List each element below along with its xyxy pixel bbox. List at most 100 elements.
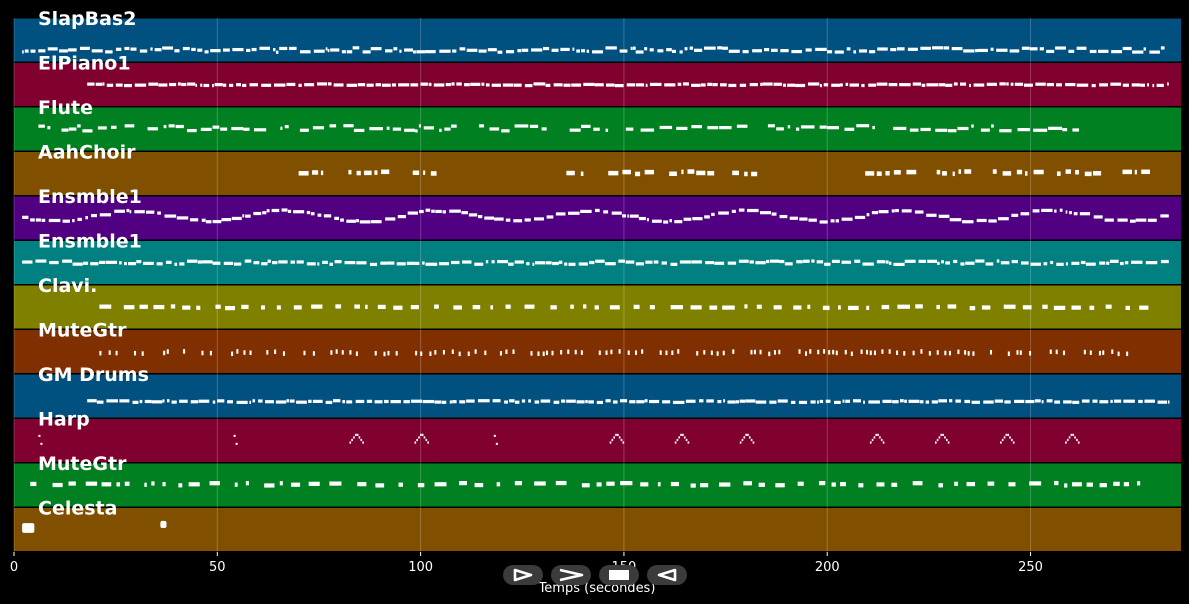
note (1089, 350, 1092, 355)
note (570, 304, 574, 309)
play-button[interactable] (503, 565, 543, 585)
note (611, 438, 614, 442)
note (1072, 400, 1080, 404)
note (969, 306, 976, 311)
note (132, 400, 139, 404)
stop-button[interactable] (599, 565, 639, 585)
note (1089, 305, 1095, 310)
note (1086, 482, 1093, 487)
forward-button[interactable] (551, 565, 591, 585)
note (876, 171, 882, 176)
note (903, 351, 906, 356)
note (947, 304, 957, 309)
note (481, 82, 485, 86)
note (386, 126, 390, 130)
note (1017, 128, 1030, 132)
note (833, 400, 841, 405)
note (1023, 83, 1033, 87)
note (1099, 261, 1106, 265)
note (537, 351, 540, 356)
note (1021, 46, 1030, 50)
note (1014, 82, 1024, 86)
note (791, 49, 802, 54)
note (632, 46, 636, 50)
track-label: Harp (38, 409, 90, 431)
note (233, 262, 242, 266)
note (489, 127, 500, 131)
note (47, 47, 58, 51)
note (1119, 261, 1124, 266)
note (677, 82, 682, 86)
note (164, 214, 177, 218)
note (451, 124, 457, 128)
note (1016, 350, 1019, 355)
note (838, 305, 841, 310)
note (542, 351, 545, 357)
note (162, 482, 166, 487)
note (904, 259, 916, 263)
note (284, 125, 289, 129)
note (618, 436, 621, 439)
note (732, 349, 735, 354)
note (252, 399, 256, 403)
note (241, 304, 249, 310)
note (222, 48, 230, 52)
note (608, 170, 619, 176)
note (542, 46, 550, 51)
note (705, 260, 715, 265)
note (171, 400, 177, 404)
note (514, 260, 524, 264)
note (1089, 49, 1097, 54)
note (371, 220, 382, 224)
note (1138, 399, 1143, 404)
note (703, 46, 716, 50)
note (1054, 480, 1059, 486)
note (1122, 46, 1132, 51)
note (612, 400, 618, 404)
note (119, 261, 122, 265)
note (605, 128, 609, 132)
note (936, 304, 940, 310)
note (1105, 304, 1112, 309)
note (598, 350, 601, 356)
note (555, 480, 567, 486)
note (714, 261, 725, 265)
note (771, 212, 777, 216)
note (351, 438, 353, 442)
note (233, 434, 236, 437)
note (410, 399, 423, 403)
note (909, 128, 919, 132)
note (1035, 82, 1046, 86)
note (1160, 259, 1169, 264)
note (1099, 83, 1108, 87)
note (773, 305, 782, 310)
note (1125, 305, 1130, 310)
note (1039, 47, 1044, 51)
track-label: Clavi. (38, 275, 97, 297)
note (134, 83, 147, 87)
note (1065, 441, 1067, 444)
note (545, 350, 548, 356)
note (742, 50, 749, 54)
note (1016, 169, 1023, 175)
note (808, 218, 817, 222)
note (249, 350, 252, 356)
note (571, 83, 582, 87)
note (915, 304, 923, 309)
note (1003, 436, 1006, 439)
note (1011, 213, 1019, 217)
rewind-button[interactable] (647, 565, 687, 585)
note (670, 481, 680, 487)
note (231, 351, 234, 357)
note (831, 83, 841, 87)
note (871, 211, 879, 215)
note (115, 83, 123, 87)
note (896, 350, 899, 355)
note (99, 213, 112, 217)
note (877, 433, 879, 437)
note (738, 259, 749, 263)
note (779, 214, 788, 219)
track-label: ElPiano1 (38, 53, 131, 75)
note (1014, 399, 1025, 404)
note (466, 399, 475, 403)
